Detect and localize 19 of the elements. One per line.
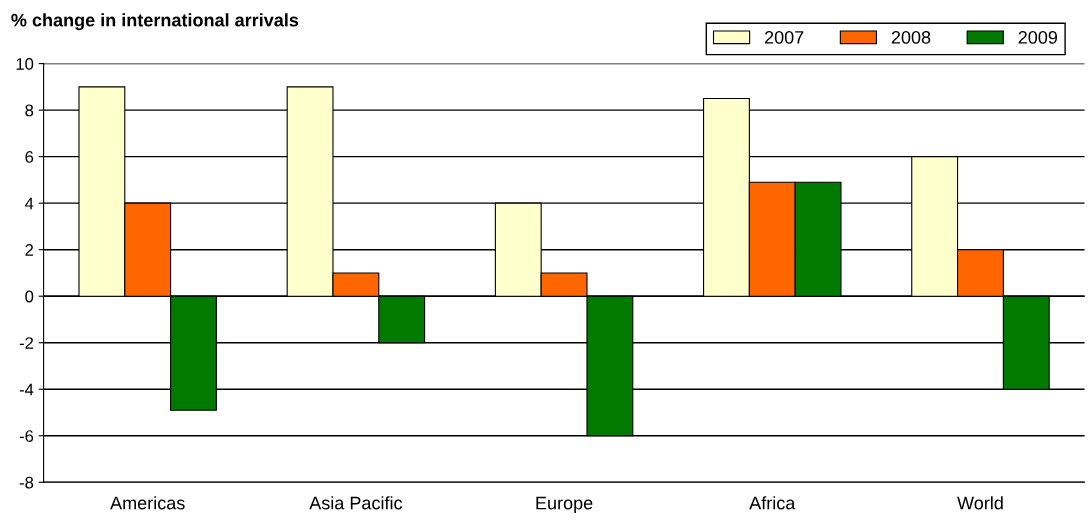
y-tick-label: 0 xyxy=(25,290,34,303)
y-tick-label: 4 xyxy=(24,197,34,210)
x-tick-label: Americas xyxy=(110,496,185,510)
y-tick-label: -2 xyxy=(19,337,34,349)
x-tick-label: Asia Pacific xyxy=(309,496,403,510)
y-tick-label: 6 xyxy=(25,151,34,163)
y-tick-label: -6 xyxy=(19,430,34,442)
y-tick-label: -8 xyxy=(19,476,34,489)
x-tick-label: World xyxy=(957,496,1003,510)
y-tick-label: 2 xyxy=(25,244,34,256)
chart-title: % change in international arrivals xyxy=(11,13,299,31)
legend-label: 2008 xyxy=(891,31,931,44)
legend-label: 2007 xyxy=(764,31,804,44)
x-tick-label: Europe xyxy=(536,496,593,514)
legend-label: 2009 xyxy=(1018,31,1058,44)
y-tick-label: -4 xyxy=(19,383,34,396)
y-tick-label: 10 xyxy=(16,58,34,70)
x-tick-label: Africa xyxy=(749,496,796,510)
y-tick-label: 8 xyxy=(25,104,34,117)
